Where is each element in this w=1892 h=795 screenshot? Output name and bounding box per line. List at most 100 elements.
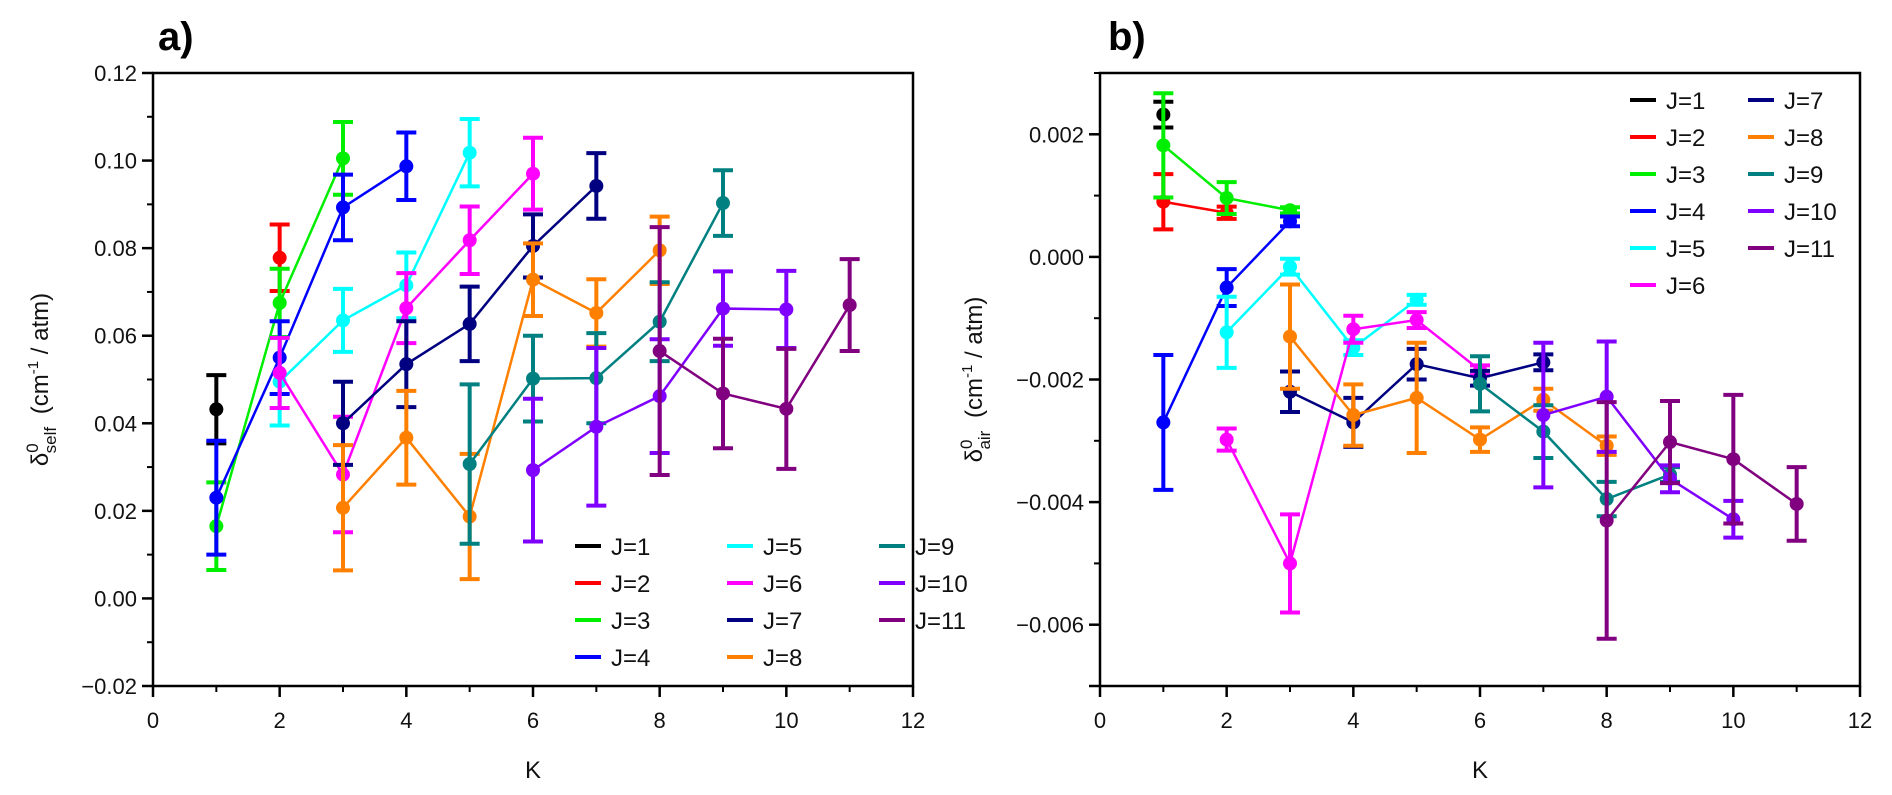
y-title-unit-sup: -1: [959, 365, 976, 378]
legend-label: J=6: [1666, 273, 1705, 300]
series-line: [1225, 264, 1418, 350]
data-point: [399, 430, 414, 445]
y-title-symbol: δ: [27, 453, 54, 466]
series-j-1: [206, 373, 227, 446]
data-point: [589, 419, 604, 434]
y-tick-label: 0.08: [94, 236, 137, 261]
data-point: [1409, 313, 1424, 328]
legend-label: J=8: [1784, 125, 1823, 152]
y-tick-label: 0.000: [1029, 245, 1084, 270]
legend-item: J=1: [1630, 88, 1705, 115]
x-tick-label: 12: [1848, 708, 1872, 733]
data-point: [336, 313, 350, 328]
data-point: [399, 357, 414, 372]
y-title-unit-tail: / atm): [961, 297, 988, 365]
chart-panel-b: b) 0 2 4 6 8 10 12 −0.006 −0.004 −0.002 0.000 0.002 K…: [957, 15, 1872, 784]
data-point: [1473, 432, 1487, 447]
data-point: [526, 166, 540, 181]
x-axis-title: K: [525, 757, 541, 784]
y-tick-label: 0.002: [1029, 122, 1084, 147]
y-tick-label: 0.04: [94, 411, 137, 436]
series-line: [658, 304, 851, 411]
legend-item: J=6: [727, 571, 802, 598]
data-point: [1663, 435, 1677, 450]
series-j-9: [1470, 354, 1680, 519]
y-axis-title: δ0self (cm-1 / atm): [23, 293, 60, 466]
x-tick-label: 8: [1601, 708, 1613, 733]
data-point: [1789, 496, 1804, 511]
data-point: [1283, 329, 1297, 344]
y-tick-label: −0.002: [1016, 368, 1084, 393]
y-tick-label: 0.02: [94, 499, 137, 524]
data-point: [1219, 432, 1234, 447]
data-point: [1599, 513, 1614, 528]
legend-label: J=5: [763, 534, 802, 561]
legend-item: J=3: [1630, 162, 1705, 189]
y-tick-label: 0.00: [94, 586, 137, 611]
legend-item: J=10: [1748, 199, 1837, 226]
data-point: [842, 298, 857, 313]
x-tick-label: 0: [1094, 708, 1106, 733]
y-title-sub: self: [41, 427, 60, 454]
series-line: [1289, 335, 1608, 447]
data-point: [779, 401, 794, 416]
y-title-unit: (cm: [27, 374, 54, 421]
data-point: [716, 386, 730, 401]
legend-item: J=9: [879, 534, 954, 561]
data-point: [779, 302, 794, 317]
data-point: [1219, 191, 1234, 206]
x-tick-label: 10: [1721, 708, 1745, 733]
data-point: [1219, 325, 1234, 340]
legend-item: J=3: [575, 608, 650, 635]
data-point: [1599, 389, 1614, 404]
legend-label: J=11: [1784, 236, 1835, 263]
data-point: [1726, 452, 1741, 467]
legend-label: J=1: [611, 534, 650, 561]
data-point: [589, 178, 604, 193]
legend-label: J=11: [915, 608, 966, 635]
y-tick-label: 0.10: [94, 149, 137, 174]
data-point: [272, 365, 287, 380]
series-j-5: [269, 116, 480, 428]
legend-label: J=5: [1666, 236, 1705, 263]
series-j-3: [1153, 91, 1300, 218]
legend-item: J=8: [1748, 125, 1823, 152]
legend-item: J=5: [727, 534, 802, 561]
y-title-symbol: δ: [961, 449, 988, 462]
legend-item: J=8: [727, 645, 802, 672]
legend-label: J=2: [611, 571, 650, 598]
data-point: [1409, 390, 1424, 405]
data-point: [1156, 138, 1171, 153]
data-point: [526, 272, 540, 287]
legend-label: J=3: [611, 608, 650, 635]
x-tick-label: 10: [774, 708, 798, 733]
series-line: [278, 152, 471, 383]
y-title-unit-sup: -1: [25, 361, 42, 374]
data-point: [1346, 408, 1361, 423]
legend-label: J=8: [763, 645, 802, 672]
legend-item: J=9: [1748, 162, 1823, 189]
panel-label: a): [158, 15, 194, 59]
data-point: [336, 200, 350, 215]
data-point: [1283, 556, 1297, 571]
y-title-sub: air: [975, 430, 994, 449]
data-point: [462, 233, 477, 248]
data-point: [462, 457, 477, 472]
data-point: [1536, 408, 1551, 423]
y-axis-title: δ0air (cm-1 / atm): [957, 297, 994, 463]
data-point: [1283, 203, 1297, 218]
legend-label: J=2: [1666, 125, 1705, 152]
series-line: [1479, 382, 1671, 501]
data-point: [336, 151, 350, 166]
x-tick-label: 2: [1221, 708, 1233, 733]
data-point: [1473, 376, 1487, 391]
series-line: [1542, 395, 1735, 521]
data-point: [526, 463, 540, 478]
legend-label: J=1: [1666, 88, 1705, 115]
legend-label: J=10: [915, 571, 968, 598]
legend-item: J=11: [879, 608, 966, 635]
legend-item: J=4: [575, 645, 650, 672]
x-tick-label: 4: [400, 708, 412, 733]
y-tick-label: −0.006: [1016, 613, 1084, 638]
data-point: [462, 316, 477, 331]
